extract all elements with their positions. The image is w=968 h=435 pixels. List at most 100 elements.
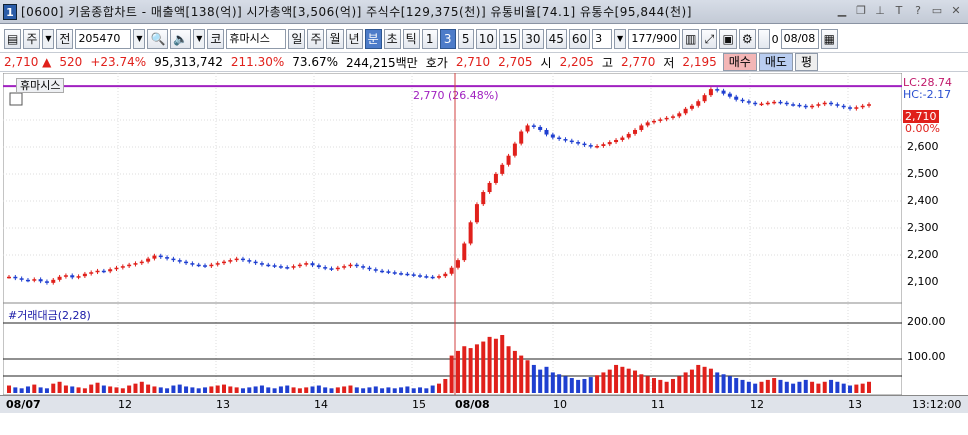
- candle: [519, 131, 524, 144]
- price-chart[interactable]: 2,770 (26.48%): [3, 73, 902, 413]
- candle: [177, 260, 182, 262]
- interval-3[interactable]: 3: [439, 29, 456, 49]
- volume-bar: [550, 372, 555, 393]
- y-tick: 2,600: [907, 140, 939, 153]
- interval-1[interactable]: 1: [421, 29, 438, 49]
- range-field[interactable]: 177/900: [628, 29, 681, 49]
- candle: [367, 267, 372, 270]
- x-tick: 12: [750, 398, 764, 411]
- period-year[interactable]: 년: [345, 29, 363, 49]
- candle: [816, 104, 821, 106]
- help-icon[interactable]: ?: [915, 4, 921, 17]
- interval-60[interactable]: 60: [568, 29, 591, 49]
- candle: [108, 269, 113, 272]
- period-tick[interactable]: 틱: [402, 29, 420, 49]
- candle: [614, 139, 619, 143]
- volume-bar: [721, 374, 726, 393]
- eval-button[interactable]: 평: [794, 53, 818, 71]
- volume-bar: [784, 381, 789, 393]
- y-tick: 2,100: [907, 275, 939, 288]
- candle: [740, 99, 745, 102]
- calendar-icon[interactable]: ▦: [820, 29, 838, 49]
- volume-bar: [316, 385, 321, 393]
- code-dropdown-icon[interactable]: ▼: [133, 29, 146, 49]
- date-input[interactable]: 08/08: [780, 29, 819, 49]
- interval-5[interactable]: 5: [457, 29, 474, 49]
- hc-label: HC:-2.17: [903, 88, 952, 101]
- candle: [620, 137, 625, 140]
- quote-bar: 2,710 ▲ 520 +23.74% 95,313,742 211.30% 7…: [0, 52, 968, 72]
- zero-checkbox[interactable]: [757, 29, 770, 49]
- chart-menu-icon[interactable]: ▤: [4, 29, 22, 49]
- period-select[interactable]: 주: [23, 29, 41, 49]
- volume-bar: [95, 382, 100, 393]
- candle: [424, 276, 429, 278]
- interval-45[interactable]: 45: [545, 29, 567, 49]
- low-label: 저: [663, 55, 675, 70]
- search-icon[interactable]: 🔍: [147, 29, 169, 49]
- candle: [266, 264, 271, 267]
- period-minute[interactable]: 분: [364, 29, 382, 49]
- candle: [228, 260, 233, 262]
- candle: [595, 146, 600, 148]
- maximize-icon[interactable]: ▭: [931, 4, 943, 17]
- volume-bar: [285, 385, 290, 393]
- minimize-icon[interactable]: ▁: [837, 4, 847, 17]
- line-tool-icon[interactable]: ⤢: [701, 29, 718, 49]
- interval-15[interactable]: 15: [499, 29, 521, 49]
- interval-30[interactable]: 30: [522, 29, 544, 49]
- candle: [734, 96, 739, 100]
- candle: [354, 264, 359, 267]
- volume-bar: [626, 368, 631, 393]
- candle: [133, 263, 138, 265]
- y-tick: 2,200: [907, 248, 939, 261]
- restore-icon[interactable]: ❐: [856, 4, 866, 17]
- candle: [196, 264, 201, 267]
- candle: [342, 266, 347, 268]
- count-dropdown-icon[interactable]: ▼: [614, 29, 627, 49]
- volume-bar: [588, 377, 593, 393]
- volume-bar: [127, 385, 132, 393]
- volume-bar: [810, 381, 815, 393]
- prev-button[interactable]: 전: [56, 29, 74, 49]
- high-price: 2,770: [620, 55, 656, 69]
- text-icon[interactable]: T: [895, 4, 903, 17]
- volume-bar: [582, 378, 587, 393]
- candle: [335, 267, 340, 270]
- candle: [645, 122, 650, 126]
- ask-price: 2,710: [455, 55, 491, 69]
- candle: [234, 258, 239, 261]
- close-icon[interactable]: ✕: [951, 4, 961, 17]
- candle: [304, 263, 309, 265]
- candle: [44, 281, 49, 283]
- settings-icon[interactable]: ⚙: [738, 29, 756, 49]
- volume-bar: [639, 374, 644, 393]
- interval-10[interactable]: 10: [475, 29, 497, 49]
- candle: [443, 273, 448, 277]
- low-price: 2,195: [682, 55, 717, 69]
- candle: [437, 276, 441, 278]
- volume-bar: [240, 388, 245, 393]
- buy-button[interactable]: 매수: [722, 53, 757, 71]
- save-icon[interactable]: ▣: [719, 29, 737, 49]
- period-month[interactable]: 월: [326, 29, 344, 49]
- sell-button[interactable]: 매도: [758, 53, 793, 71]
- period-second[interactable]: 초: [383, 29, 401, 49]
- period-day[interactable]: 일: [288, 29, 306, 49]
- period-week[interactable]: 주: [307, 29, 325, 49]
- sound-dropdown-icon[interactable]: ▼: [193, 29, 206, 49]
- code-input[interactable]: 205470: [75, 29, 132, 49]
- volume-bar: [57, 381, 62, 393]
- candle: [652, 120, 656, 123]
- stock-type-icon[interactable]: 코: [207, 29, 225, 49]
- candle: [708, 89, 713, 96]
- candle: [291, 266, 296, 268]
- period-dropdown-icon[interactable]: ▼: [42, 29, 55, 49]
- candle: [670, 116, 675, 118]
- volume-bar: [63, 385, 68, 393]
- candle-type-icon[interactable]: ▥: [682, 29, 700, 49]
- candle: [474, 204, 479, 223]
- pin-icon[interactable]: ⊥: [875, 4, 885, 17]
- count-select[interactable]: 3: [592, 29, 613, 49]
- sound-icon[interactable]: 🔈: [170, 29, 192, 49]
